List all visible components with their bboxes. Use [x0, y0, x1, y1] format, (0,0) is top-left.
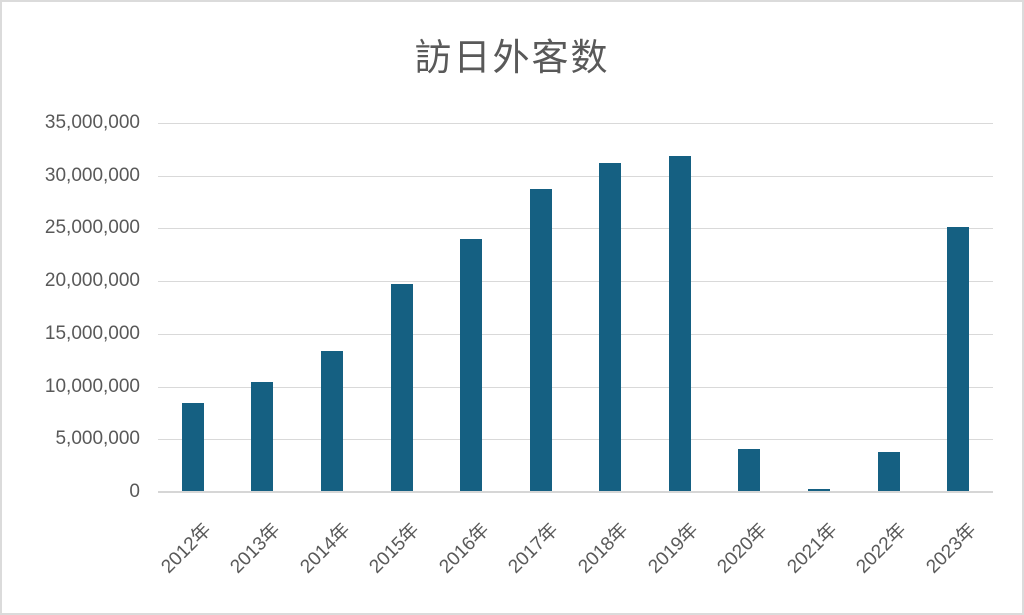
y-axis-tick-label: 25,000,000: [44, 217, 140, 239]
bars: [158, 123, 993, 492]
bar: [390, 284, 413, 492]
plot-area: [158, 123, 993, 493]
bar-slot: [158, 123, 228, 492]
gridline: [158, 123, 993, 124]
x-axis-tick-label: 2021年: [783, 519, 842, 578]
bar-slot: [715, 123, 785, 492]
bar-slot: [297, 123, 367, 492]
bar: [668, 155, 691, 492]
x-axis-tick-label: 2013年: [226, 519, 285, 578]
x-axis-tick-label: 2015年: [365, 519, 424, 578]
y-axis-tick-label: 10,000,000: [44, 375, 140, 397]
bar: [599, 163, 622, 492]
bar-slot: [367, 123, 437, 492]
gridline: [158, 175, 993, 177]
x-axis-tick-label: 2022年: [852, 519, 912, 578]
gridline: [158, 281, 993, 283]
bar: [877, 451, 900, 492]
bar-slot: [645, 123, 715, 492]
bar-slot: [228, 123, 298, 492]
x-axis-tick-label: 2016年: [435, 519, 494, 578]
bar-slot: [436, 123, 506, 492]
bar: [807, 489, 830, 492]
bar: [738, 448, 761, 492]
x-axis-tick-label: 2018年: [574, 519, 633, 578]
gridline: [158, 439, 993, 441]
x-axis-tick-label: 2017年: [504, 519, 564, 578]
x-axis-line: [158, 491, 993, 493]
x-axis-tick-label: 2020年: [713, 519, 772, 578]
x-axis-tick-label: 2012年: [157, 519, 216, 578]
gridline: [158, 333, 993, 335]
bar-slot: [854, 123, 924, 492]
bar-slot: [784, 123, 854, 492]
bar: [947, 227, 970, 492]
y-axis-tick-label: 30,000,000: [44, 164, 140, 186]
bar-slot: [923, 123, 993, 492]
x-axis-tick-label: 2019年: [644, 519, 703, 578]
bar-slot: [506, 123, 576, 492]
y-axis-tick-label: 0: [129, 481, 140, 502]
x-axis-tick-label: 2023年: [922, 519, 981, 578]
bar: [181, 403, 204, 492]
bar: [529, 189, 552, 492]
x-axis-tick-label: 2014年: [296, 519, 355, 578]
y-axis-tick-label: 5,000,000: [55, 428, 140, 450]
y-axis: 35,000,000 30,000,000 25,000,000 20,000,000…: [0, 112, 140, 502]
chart-title: 訪日外客数: [414, 37, 610, 78]
y-axis-tick-label: 15,000,000: [44, 322, 140, 344]
gridline: [158, 386, 993, 388]
bar-slot: [575, 123, 645, 492]
bar: [320, 350, 343, 492]
y-axis-tick-label: 35,000,000: [44, 112, 140, 133]
x-axis: 2012年 2013年 2014年 2015年 2016年 2017年 2018年 2019年…: [157, 492, 993, 602]
gridline: [158, 228, 993, 230]
bar: [460, 238, 483, 492]
bar: [251, 382, 274, 492]
y-axis-tick-label: 20,000,000: [44, 270, 140, 292]
